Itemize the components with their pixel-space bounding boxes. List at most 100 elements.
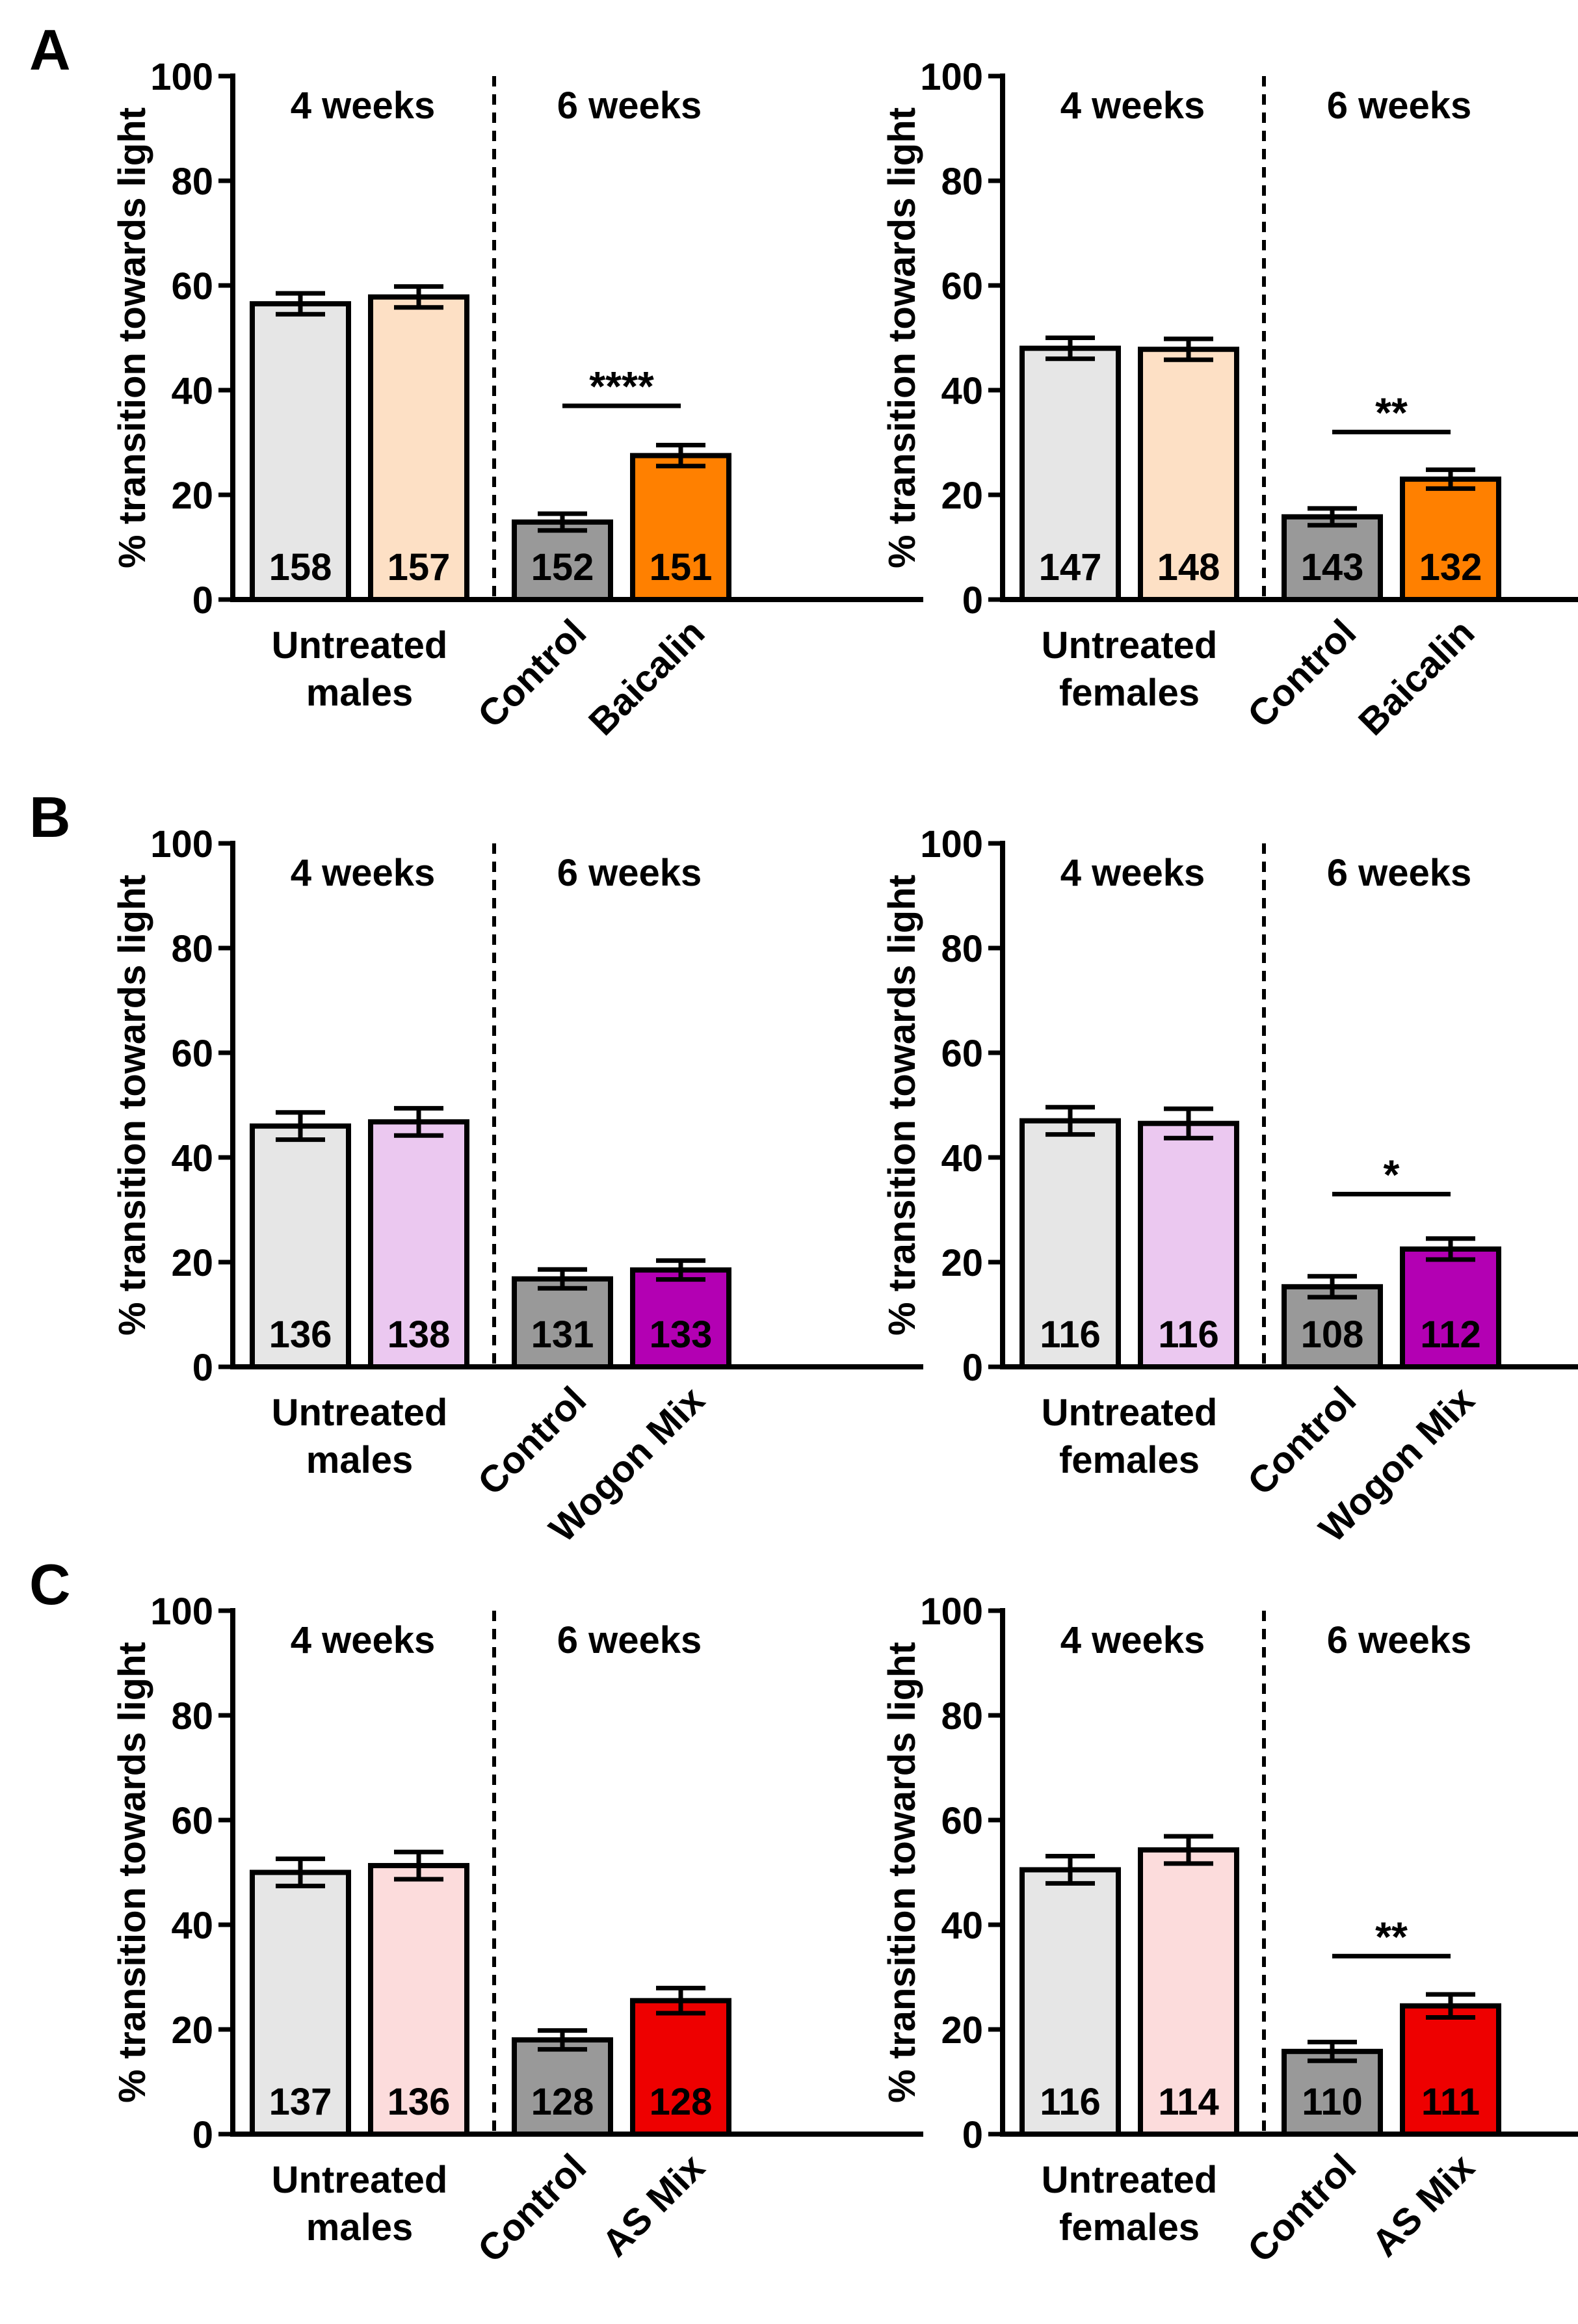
period-label-6-weeks: 6 weeks xyxy=(1327,1619,1472,1661)
n-label: 157 xyxy=(388,546,451,588)
panel-3: B % transition towards light 0 20 40 60 80 100 4… xyxy=(29,785,923,1550)
y-tick-label: 100 xyxy=(920,1591,983,1633)
n-label: 112 xyxy=(1420,1314,1481,1356)
y-tick-label: 100 xyxy=(150,1591,213,1633)
n-label: 148 xyxy=(1157,546,1220,588)
x-group-label-line1: Untreated xyxy=(272,624,448,667)
panel-letter: C xyxy=(29,1552,71,1617)
significance-label: ** xyxy=(1375,1913,1408,1960)
x-category-label: Control xyxy=(1239,2146,1364,2271)
y-axis-label: % transition towards light xyxy=(881,107,923,568)
y-tick-label: 60 xyxy=(171,1800,213,1842)
y-tick-label: 20 xyxy=(171,1242,213,1284)
n-label: 136 xyxy=(269,1314,332,1356)
x-category-label: AS Mix xyxy=(1363,2146,1482,2265)
x-group-label-line2: females xyxy=(1059,1439,1200,1481)
x-category-label: Baicalin xyxy=(581,611,713,743)
n-label: 110 xyxy=(1302,2081,1363,2123)
y-tick-label: 20 xyxy=(941,1242,983,1284)
significance-label: ** xyxy=(1375,389,1408,436)
x-group-label-line2: females xyxy=(1059,2206,1200,2249)
period-label-4-weeks: 4 weeks xyxy=(291,85,436,127)
y-tick-label: 40 xyxy=(171,1905,213,1947)
period-label-4-weeks: 4 weeks xyxy=(1060,85,1205,127)
bar xyxy=(1282,2048,1383,2137)
significance-label: **** xyxy=(589,363,654,410)
period-label-6-weeks: 6 weeks xyxy=(557,1619,702,1661)
y-axis-label: % transition towards light xyxy=(881,1642,923,2103)
x-group-label-line2: males xyxy=(306,2206,413,2249)
y-tick-label: 80 xyxy=(941,928,983,970)
y-tick-label: 0 xyxy=(962,1347,983,1389)
y-tick-label: 0 xyxy=(962,579,983,622)
y-tick-label: 100 xyxy=(150,823,213,865)
bar xyxy=(630,1998,731,2137)
y-tick-label: 40 xyxy=(941,1137,983,1180)
panel-5: C % transition towards light 0 20 40 60 80 100 4… xyxy=(29,1552,923,2271)
period-label-4-weeks: 4 weeks xyxy=(291,852,436,894)
y-axis-label: % transition towards light xyxy=(881,875,923,1336)
y-axis-label: % transition towards light xyxy=(111,875,153,1336)
y-tick-label: 0 xyxy=(192,579,213,622)
period-label-4-weeks: 4 weeks xyxy=(1060,1619,1205,1661)
y-tick-label: 0 xyxy=(192,1347,213,1389)
n-label: 128 xyxy=(650,2081,713,2123)
panel-1: A % transition towards light 0 20 40 60 80 100 4… xyxy=(29,18,923,743)
x-group-label-line1: Untreated xyxy=(272,1392,448,1434)
y-tick-label: 60 xyxy=(171,1033,213,1075)
x-group-label-line2: females xyxy=(1059,672,1200,714)
n-label: 131 xyxy=(531,1314,594,1356)
y-tick-label: 80 xyxy=(941,161,983,203)
period-label-4-weeks: 4 weeks xyxy=(1060,852,1205,894)
y-tick-label: 0 xyxy=(192,2114,213,2156)
x-group-label-line1: Untreated xyxy=(1042,2159,1218,2201)
y-tick-label: 80 xyxy=(941,1695,983,1737)
bar xyxy=(368,294,469,602)
x-category-label: Control xyxy=(469,1379,594,1503)
n-label: 114 xyxy=(1158,2081,1219,2123)
n-label: 132 xyxy=(1419,546,1482,588)
y-tick-label: 100 xyxy=(150,56,213,98)
x-group-label-line2: males xyxy=(306,672,413,714)
x-group-label-line1: Untreated xyxy=(272,2159,448,2201)
bar xyxy=(250,1123,351,1369)
period-label-6-weeks: 6 weeks xyxy=(557,85,702,127)
x-category-label: Control xyxy=(1239,611,1364,736)
n-label: 116 xyxy=(1040,2081,1101,2123)
bar xyxy=(250,1869,351,2137)
n-label: 116 xyxy=(1158,1314,1219,1356)
y-tick-label: 60 xyxy=(171,265,213,308)
n-label: 151 xyxy=(650,546,713,588)
n-label: 111 xyxy=(1421,2081,1480,2123)
period-label-6-weeks: 6 weeks xyxy=(557,852,702,894)
panel-letter: B xyxy=(29,785,71,849)
y-tick-label: 20 xyxy=(171,2009,213,2052)
y-tick-label: 20 xyxy=(941,475,983,517)
y-tick-label: 60 xyxy=(941,1800,983,1842)
x-category-label: AS Mix xyxy=(594,2146,713,2265)
y-tick-label: 20 xyxy=(941,2009,983,2052)
panel-letter: A xyxy=(29,18,71,82)
significance-label: * xyxy=(1384,1151,1400,1198)
y-tick-label: 0 xyxy=(962,2114,983,2156)
x-group-label-line2: males xyxy=(306,1439,413,1481)
x-category-label: Control xyxy=(469,611,594,736)
x-category-label: Control xyxy=(1239,1379,1364,1503)
y-tick-label: 40 xyxy=(171,1137,213,1180)
bar xyxy=(1400,2003,1501,2137)
bar xyxy=(368,1863,469,2137)
y-tick-label: 40 xyxy=(941,1905,983,1947)
y-tick-label: 80 xyxy=(171,928,213,970)
y-axis-label: % transition towards light xyxy=(111,1642,153,2103)
bar xyxy=(630,453,731,602)
y-tick-label: 100 xyxy=(920,823,983,865)
bar xyxy=(1019,345,1121,602)
y-tick-label: 20 xyxy=(171,475,213,517)
period-label-4-weeks: 4 weeks xyxy=(291,1619,436,1661)
x-group-label-line1: Untreated xyxy=(1042,624,1218,667)
n-label: 147 xyxy=(1039,546,1102,588)
n-label: 136 xyxy=(388,2081,451,2123)
x-group-label-line1: Untreated xyxy=(1042,1392,1218,1434)
bar xyxy=(368,1119,469,1369)
